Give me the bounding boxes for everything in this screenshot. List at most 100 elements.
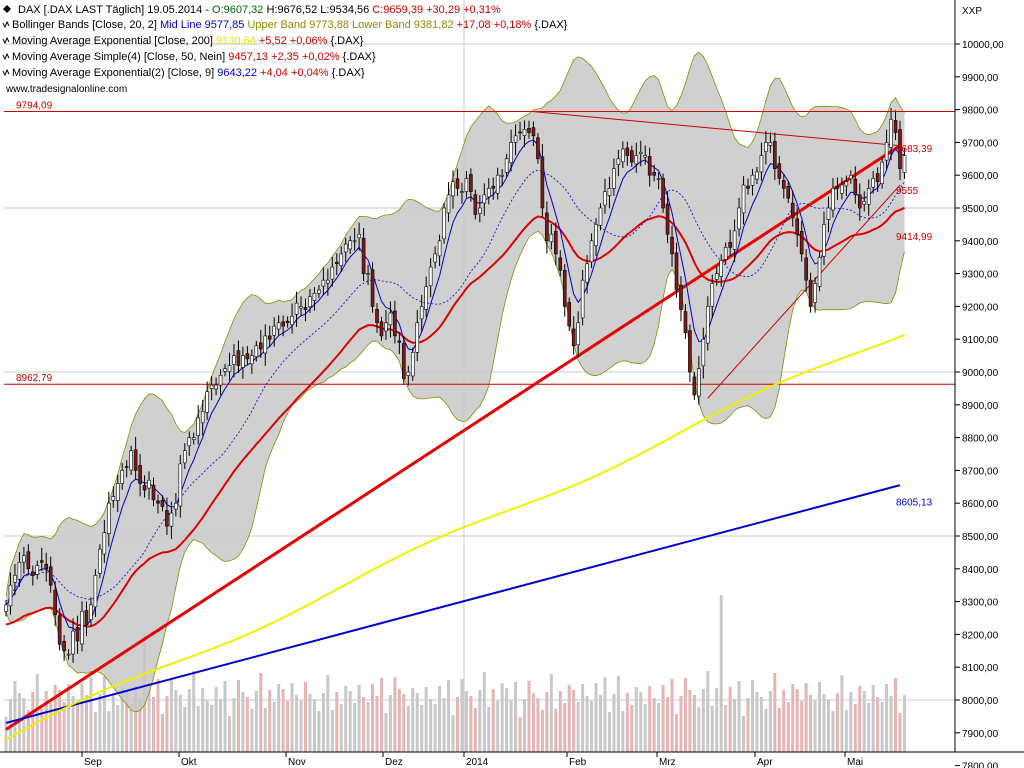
volume-bar [210, 705, 214, 752]
indicator-label: Moving Average Exponential(2) [Close, 9] [12, 67, 217, 79]
candle-body [531, 127, 536, 137]
candle-body [93, 575, 98, 608]
indicator-value: +0,06% [290, 35, 331, 47]
legend: DAX [.DAX LAST Täglich] 19.05.2014 - O:9… [2, 4, 568, 79]
y-tick-label: 9800,00 [962, 106, 999, 117]
candle-body [326, 279, 330, 284]
plot-area: 9794,09 8962,79 9683,39 9555 9414,99 8605,13 [4, 0, 955, 752]
volume-bar [49, 703, 53, 752]
volume-bar [572, 690, 576, 752]
candle-body [732, 230, 737, 250]
volume-bar [290, 683, 294, 752]
volume-bar [22, 698, 26, 752]
value-labels-layer: 9683,39 9555 9414,99 8605,13 [896, 144, 933, 509]
candle-body [196, 417, 201, 436]
volume-bar [120, 687, 124, 752]
x-tick-label: Okt [181, 757, 197, 768]
indicator-value: 9130,64 [216, 35, 259, 47]
volume-bar [902, 695, 906, 752]
candle-body [813, 283, 817, 303]
volume-bar [876, 697, 880, 752]
volume-bar [80, 683, 84, 752]
volume-bar [505, 688, 509, 752]
indicator-value: +17,08 [457, 19, 494, 31]
volume-bar [742, 716, 746, 752]
y-tick-label: 8500,00 [962, 532, 999, 543]
candle-body [853, 178, 858, 196]
candle-body [840, 184, 844, 194]
volume-bar [527, 681, 531, 752]
candle-body [755, 171, 759, 180]
candle-body [495, 174, 500, 194]
volume-bar [303, 682, 307, 752]
candle-body [692, 376, 697, 396]
volume-bar [259, 673, 263, 752]
candle-body [254, 345, 259, 357]
candle-body [697, 368, 701, 397]
volume-bar [585, 696, 589, 752]
candle-body [241, 355, 245, 368]
volume-bar [464, 691, 468, 752]
candle-body [629, 150, 634, 163]
candle-body [66, 653, 71, 656]
candle-body [111, 496, 116, 501]
volume-bar [697, 707, 701, 752]
candle-body [504, 158, 509, 173]
candle-body [849, 174, 853, 180]
volume-bar [67, 684, 71, 752]
candle-body [522, 128, 527, 136]
horizontal-lines-layer: 9794,09 8962,79 [4, 101, 955, 385]
candle-body [290, 315, 294, 326]
indicator-line: Moving Average Exponential [Close, 200] … [12, 35, 364, 47]
candle-body [424, 286, 428, 310]
volume-bar [746, 698, 750, 752]
candle-body [536, 137, 540, 160]
volume-bar [116, 705, 120, 752]
indicator-icon [2, 52, 10, 61]
candle-body [705, 306, 710, 344]
header-marker-icon [3, 5, 11, 13]
volume-bar [818, 682, 822, 752]
header-open: O:9607,32 [212, 4, 266, 16]
indicator-value: +4,04 [260, 67, 291, 79]
volume-bar [885, 684, 889, 752]
volume-bar [424, 687, 428, 752]
candle-body [281, 321, 285, 327]
y-tick-label: 9400,00 [962, 237, 999, 248]
candle-body [437, 240, 442, 257]
indicator-value: +0,04% [291, 67, 332, 79]
volume-bar [366, 702, 370, 752]
volume-bar [312, 699, 316, 752]
candle-body [710, 283, 715, 307]
indicator-icon [2, 20, 10, 29]
volume-bar [268, 690, 272, 752]
indicator-icon [2, 36, 10, 45]
candle-body [178, 463, 183, 507]
volume-bar [849, 692, 853, 752]
volume-bar [205, 700, 209, 752]
indicator-value: Mid Line 9577,85 [160, 19, 247, 31]
candle-body [540, 156, 545, 209]
volume-bar [371, 684, 375, 752]
volume-bar [867, 703, 871, 752]
candle-body [701, 338, 706, 367]
volume-bar [98, 694, 102, 752]
candle-body [299, 306, 303, 309]
candle-body [397, 340, 402, 343]
candle-body [607, 188, 612, 196]
candle-body [75, 626, 80, 642]
candle-body [187, 437, 192, 447]
volume-bar [545, 692, 549, 752]
candle-body [799, 230, 804, 255]
candle-body [777, 163, 782, 179]
candle-body [831, 188, 835, 211]
candle-body [683, 311, 688, 333]
volume-bar [831, 711, 835, 752]
value-label: 8605,13 [896, 498, 933, 509]
volume-bar [447, 680, 451, 752]
y-tick-label: 9600,00 [962, 171, 999, 182]
volume-bar [688, 690, 692, 752]
volume-bar [388, 695, 392, 752]
volume-bar [295, 695, 299, 752]
volume-bar [563, 703, 567, 752]
